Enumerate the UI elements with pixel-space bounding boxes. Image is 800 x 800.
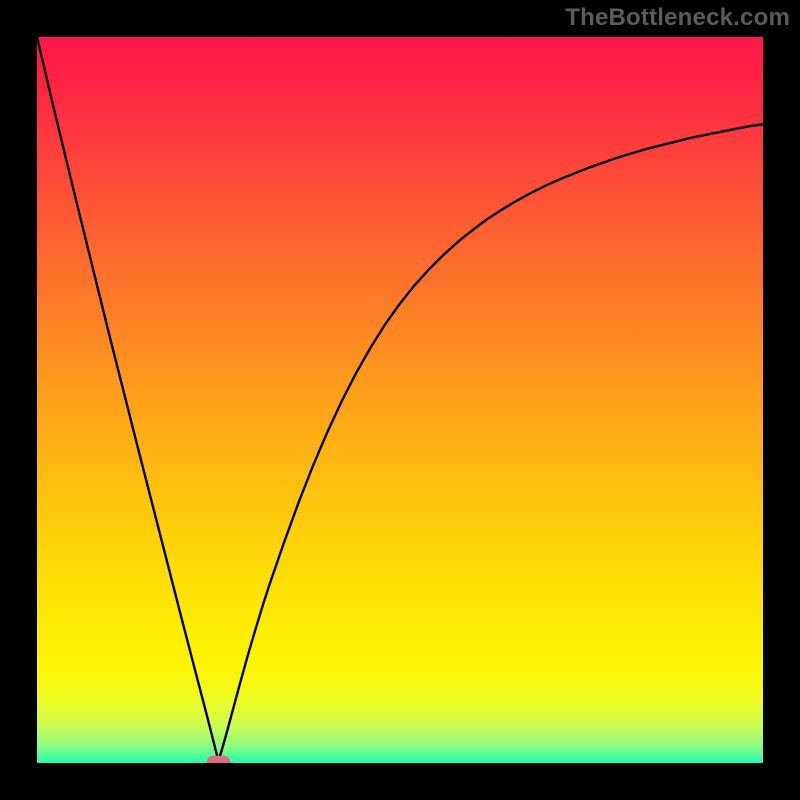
attribution-text: TheBottleneck.com — [565, 4, 790, 32]
plot-area — [37, 37, 763, 763]
minimum-marker — [207, 756, 230, 763]
chart-frame: TheBottleneck.com — [0, 0, 800, 800]
chart-svg — [37, 37, 763, 763]
